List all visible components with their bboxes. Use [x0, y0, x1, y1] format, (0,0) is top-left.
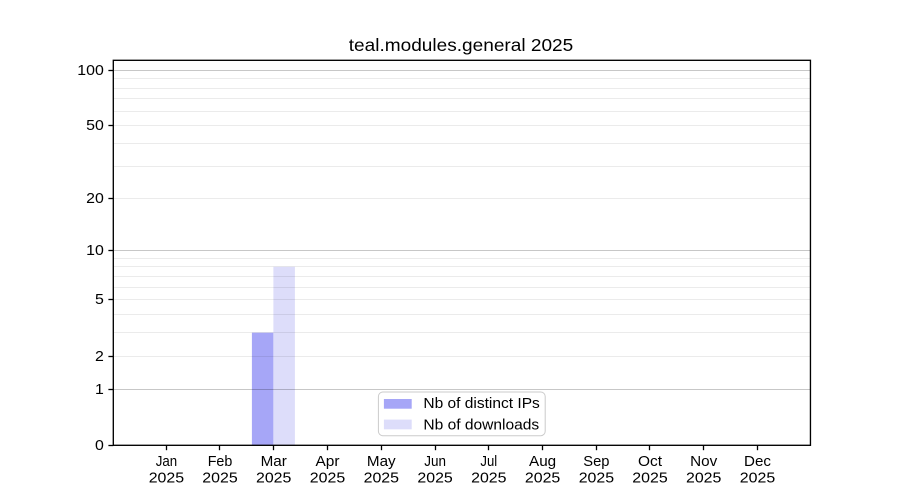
svg-text:Nb of distinct IPs: Nb of distinct IPs: [423, 396, 539, 412]
svg-text:Dec: Dec: [744, 454, 771, 470]
svg-text:Sep: Sep: [583, 454, 609, 470]
svg-text:2025: 2025: [740, 471, 775, 487]
svg-text:2025: 2025: [310, 471, 345, 487]
svg-text:2025: 2025: [364, 471, 399, 487]
svg-text:Feb: Feb: [208, 454, 233, 470]
svg-text:2025: 2025: [256, 471, 291, 487]
svg-text:2025: 2025: [417, 471, 452, 487]
svg-text:10: 10: [86, 243, 104, 259]
svg-text:2025: 2025: [632, 471, 667, 487]
svg-text:Jun: Jun: [424, 454, 446, 470]
svg-text:Apr: Apr: [315, 454, 339, 470]
svg-text:2025: 2025: [579, 471, 614, 487]
svg-text:2025: 2025: [202, 471, 237, 487]
svg-text:Nov: Nov: [690, 454, 718, 470]
svg-text:Jan: Jan: [156, 454, 177, 470]
svg-text:100: 100: [77, 63, 104, 79]
svg-text:Jul: Jul: [480, 454, 497, 470]
svg-text:1: 1: [95, 382, 104, 398]
svg-text:2025: 2025: [471, 471, 506, 487]
svg-text:May: May: [367, 454, 396, 470]
svg-text:Oct: Oct: [638, 454, 662, 470]
svg-text:2: 2: [95, 349, 104, 365]
svg-text:teal.modules.general 2025: teal.modules.general 2025: [349, 35, 574, 55]
svg-text:Mar: Mar: [261, 454, 287, 470]
svg-text:20: 20: [86, 191, 104, 207]
svg-text:5: 5: [95, 292, 104, 308]
svg-text:2025: 2025: [686, 471, 721, 487]
svg-text:50: 50: [86, 118, 104, 134]
svg-text:2025: 2025: [149, 471, 184, 487]
svg-text:0: 0: [95, 438, 104, 454]
svg-text:2025: 2025: [525, 471, 560, 487]
svg-text:Nb of downloads: Nb of downloads: [423, 417, 539, 433]
svg-text:Aug: Aug: [529, 454, 556, 470]
